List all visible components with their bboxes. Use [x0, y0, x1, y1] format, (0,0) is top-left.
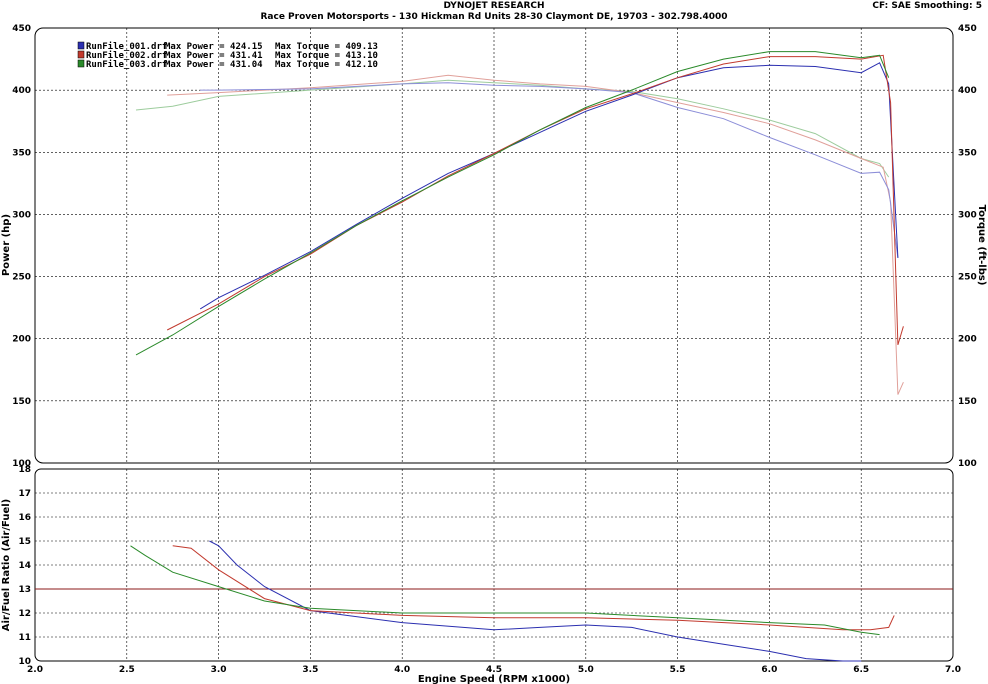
power-line-runfile-002-drf: [166, 54, 904, 346]
y-tick-label-power: 100: [12, 459, 31, 469]
y-tick-label-power: 450: [12, 24, 31, 34]
y-tick-label-power: 150: [12, 397, 31, 407]
legend-file-name: RunFile_003.drf: [86, 59, 167, 70]
torque-line-runfile-002-drf: [167, 74, 904, 395]
chart-title: DYNOJET RESEARCH: [443, 1, 545, 11]
legend-max-torque: Max Torque = 409.13: [275, 42, 378, 52]
y-tick-label-afr: 18: [18, 465, 31, 475]
legend-file-name: RunFile_002.drf: [86, 50, 167, 61]
y-tick-label-afr: 12: [18, 609, 31, 619]
y-tick-label-afr: 14: [18, 561, 31, 571]
y-tick-label-afr: 16: [18, 513, 31, 523]
y-tick-label-torque: 300: [958, 210, 977, 220]
y-tick-label-torque: 250: [958, 273, 977, 283]
x-tick-label: 4.0: [394, 665, 410, 675]
y-tick-label-power: 200: [12, 335, 31, 345]
x-tick-label: 4.5: [486, 665, 502, 675]
legend-max-power: Max Power = 431.04: [165, 60, 263, 70]
afr-line-runfile-003-drf: [130, 545, 880, 636]
legend-max-torque: Max Torque = 413.10: [275, 51, 378, 61]
y-tick-label-power: 400: [12, 86, 31, 96]
y-tick-label-afr: 17: [18, 489, 31, 499]
legend-file-name: RunFile_001.drf: [86, 41, 167, 52]
y-tick-label-afr: 13: [18, 585, 31, 595]
y-tick-label-torque: 150: [958, 397, 977, 407]
power-line-runfile-001-drf: [199, 62, 899, 310]
y-tick-label-torque: 400: [958, 86, 977, 96]
series-lines: [35, 51, 953, 662]
power-line-runfile-003-drf: [135, 51, 890, 356]
y-tick-label-torque: 100: [958, 459, 977, 469]
legend-swatch: [77, 50, 85, 59]
y2-axis-label-torque: Torque (ft-lbs): [976, 205, 987, 286]
x-tick-label: 2.5: [119, 665, 135, 675]
afr-line-runfile-001-drf: [209, 540, 862, 662]
x-tick-label: 3.5: [302, 665, 318, 675]
y-tick-label-afr: 15: [18, 537, 31, 547]
x-tick-label: 6.5: [853, 665, 869, 675]
chart-subtitle: Race Proven Motorsports - 130 Hickman Rd…: [260, 12, 728, 22]
settings-note: CF: SAE Smoothing: 5: [872, 1, 982, 11]
legend-max-power: Max Power = 424.15: [165, 42, 263, 52]
x-tick-label: 3.0: [211, 665, 227, 675]
x-tick-label: 6.0: [761, 665, 777, 675]
x-tick-label: 5.0: [578, 665, 594, 675]
legend-max-torque: Max Torque = 412.10: [275, 60, 378, 70]
y-tick-label-power: 300: [12, 210, 31, 220]
legend-swatch: [77, 59, 85, 68]
x-axis-label: Engine Speed (RPM x1000): [418, 674, 570, 684]
x-tick-label: 7.0: [945, 665, 961, 675]
torque-line-runfile-001-drf: [200, 82, 899, 258]
afr-line-runfile-002-drf: [172, 545, 895, 631]
torque-line-runfile-003-drf: [135, 79, 890, 178]
legend-swatch: [77, 41, 85, 50]
y-tick-label-torque: 450: [958, 24, 977, 34]
x-tick-label: 2.0: [27, 665, 43, 675]
grid-lines: [35, 28, 953, 661]
legend-max-power: Max Power = 431.41: [165, 51, 263, 61]
y-tick-label-power: 250: [12, 273, 31, 283]
y-axis-label-power: Power (hp): [1, 214, 12, 276]
y-tick-label-afr: 10: [18, 657, 31, 667]
y-tick-label-torque: 350: [958, 148, 977, 158]
y-axis-label-afr: Air/Fuel Ratio (Air/Fuel): [1, 499, 12, 631]
y-tick-label-torque: 200: [958, 335, 977, 345]
x-tick-label: 5.5: [670, 665, 686, 675]
y-tick-label-power: 350: [12, 148, 31, 158]
y-tick-label-afr: 11: [18, 633, 31, 643]
